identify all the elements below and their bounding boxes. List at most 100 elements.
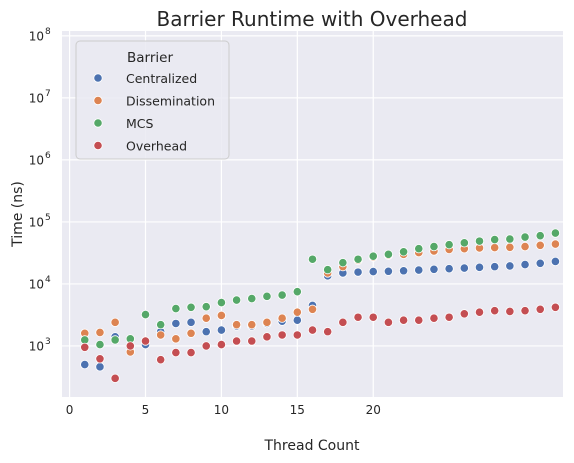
data-point — [292, 330, 302, 340]
y-tick-label: 10 — [29, 339, 44, 353]
data-point — [353, 254, 363, 264]
data-point — [277, 290, 287, 300]
data-point — [535, 304, 545, 314]
x-tick-label: 0 — [66, 403, 74, 417]
data-point — [520, 259, 530, 270]
data-point — [429, 241, 439, 252]
data-point — [110, 373, 120, 383]
data-point — [490, 243, 500, 253]
data-point — [444, 264, 454, 274]
y-tick-label: 10 — [29, 29, 44, 43]
data-point — [505, 234, 515, 244]
x-tick-label: 20 — [366, 403, 381, 417]
data-point — [201, 327, 211, 337]
data-point — [444, 312, 454, 322]
data-point — [171, 303, 181, 314]
data-point — [338, 317, 348, 327]
data-point — [247, 320, 257, 330]
y-tick-label: 10 — [29, 153, 44, 167]
data-point — [140, 336, 151, 346]
data-point — [247, 336, 257, 346]
data-point — [95, 362, 105, 372]
data-point — [201, 341, 211, 351]
data-point — [505, 261, 515, 271]
data-point — [140, 309, 151, 320]
legend-label: MCS — [126, 116, 154, 131]
data-point — [490, 306, 500, 316]
data-point — [247, 293, 257, 304]
data-point — [398, 315, 409, 325]
data-point — [186, 317, 196, 327]
legend-label: Overhead — [126, 139, 187, 154]
data-point — [383, 249, 394, 259]
y-tick-exponent: 6 — [45, 151, 51, 161]
data-point — [307, 325, 318, 335]
data-point — [216, 325, 227, 335]
data-point — [505, 306, 515, 317]
data-point — [262, 317, 272, 327]
data-point — [156, 355, 166, 365]
data-point — [535, 240, 545, 250]
y-tick-exponent: 4 — [45, 275, 51, 285]
data-point — [368, 266, 378, 277]
data-point — [186, 328, 196, 338]
data-point — [474, 236, 485, 246]
data-point — [490, 234, 500, 245]
y-axis-label: Time (ns) — [10, 181, 26, 248]
data-point — [383, 317, 394, 327]
data-point — [125, 341, 135, 351]
data-point — [550, 302, 561, 312]
y-tick-label: 10 — [29, 215, 44, 229]
data-point — [414, 315, 424, 325]
data-point — [398, 247, 409, 257]
data-point — [550, 239, 561, 249]
data-point — [353, 267, 363, 277]
data-point — [201, 313, 211, 323]
data-point — [535, 231, 545, 241]
data-point — [474, 262, 485, 272]
data-point — [368, 251, 378, 261]
y-tick-exponent: 7 — [45, 89, 51, 99]
data-point — [201, 302, 211, 312]
data-point — [216, 310, 227, 321]
y-tick-label: 10 — [29, 91, 44, 105]
data-point — [520, 232, 530, 242]
data-point — [383, 266, 394, 276]
series-overhead — [80, 302, 561, 383]
chart-title: Barrier Runtime with Overhead — [157, 7, 468, 31]
data-point — [353, 312, 363, 322]
data-point — [95, 340, 105, 350]
y-tick-exponent: 3 — [45, 337, 51, 347]
legend-marker — [93, 118, 103, 128]
data-point — [186, 348, 196, 358]
legend-marker — [93, 95, 103, 106]
data-point — [216, 340, 227, 350]
x-axis-label: Thread Count — [264, 438, 360, 454]
data-point — [338, 258, 348, 268]
data-point — [535, 258, 545, 268]
y-tick-exponent: 8 — [45, 27, 51, 37]
data-point — [231, 320, 242, 330]
y-tick-exponent: 5 — [45, 213, 51, 223]
data-point — [414, 244, 424, 254]
data-point — [171, 334, 181, 344]
data-point — [459, 263, 469, 273]
data-point — [171, 318, 181, 329]
data-point — [80, 342, 90, 352]
data-point — [505, 242, 515, 252]
legend-marker — [93, 140, 103, 151]
data-point — [550, 228, 561, 238]
data-point — [550, 256, 561, 267]
data-point — [231, 295, 242, 305]
data-point — [323, 265, 333, 275]
data-point — [429, 264, 439, 274]
data-point — [262, 291, 272, 301]
data-point — [171, 348, 181, 358]
data-point — [490, 262, 500, 272]
data-point — [398, 266, 409, 276]
data-point — [110, 335, 120, 345]
data-point — [474, 307, 485, 317]
data-point — [156, 330, 166, 340]
y-tick-label: 10 — [29, 277, 44, 291]
legend-label: Dissemination — [126, 94, 215, 109]
